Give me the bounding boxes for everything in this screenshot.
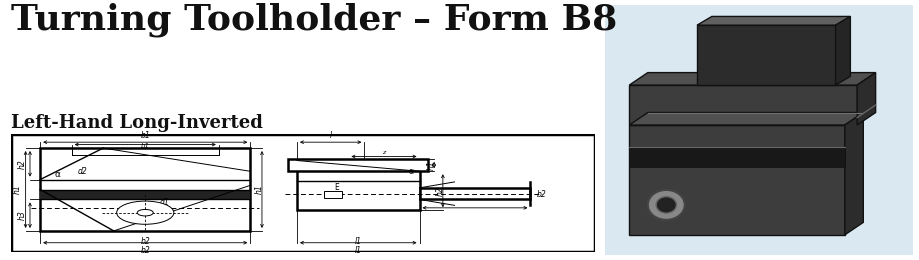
Polygon shape	[630, 73, 876, 85]
Polygon shape	[698, 25, 835, 85]
Bar	[40, 190, 250, 199]
Text: d2: d2	[77, 167, 87, 176]
Text: b2: b2	[141, 246, 150, 255]
Polygon shape	[835, 16, 850, 85]
Bar	[297, 160, 419, 210]
Text: l1: l1	[355, 246, 362, 255]
Text: b1: b1	[141, 131, 150, 140]
Text: h1: h1	[12, 185, 21, 194]
Text: h2: h2	[436, 186, 444, 196]
Bar	[289, 159, 428, 171]
Polygon shape	[630, 85, 857, 125]
Text: E: E	[334, 183, 338, 192]
Circle shape	[656, 197, 676, 213]
Text: h2: h2	[18, 159, 27, 169]
Text: h3: h3	[18, 210, 27, 220]
Text: α: α	[408, 167, 414, 176]
Bar	[419, 188, 530, 199]
Text: α: α	[54, 170, 60, 179]
Text: z: z	[382, 150, 386, 155]
Text: l: l	[330, 131, 332, 140]
Polygon shape	[845, 113, 863, 235]
Bar	[323, 191, 342, 198]
Bar	[40, 148, 250, 231]
Text: b1: b1	[141, 143, 150, 149]
Text: h1: h1	[255, 185, 264, 194]
Bar	[630, 147, 845, 167]
Circle shape	[137, 210, 153, 216]
Text: l1: l1	[355, 237, 362, 246]
Text: d1: d1	[160, 198, 169, 207]
Circle shape	[648, 190, 685, 220]
Polygon shape	[857, 73, 876, 125]
Text: b2: b2	[141, 237, 150, 246]
Circle shape	[117, 201, 174, 224]
Polygon shape	[630, 125, 845, 235]
Polygon shape	[698, 16, 850, 25]
Text: b2: b2	[537, 190, 546, 199]
Text: Left-Hand Long-Inverted: Left-Hand Long-Inverted	[11, 114, 263, 132]
Polygon shape	[630, 113, 863, 125]
Text: h1: h1	[426, 160, 436, 170]
Text: Turning Toolholder – Form B8: Turning Toolholder – Form B8	[11, 3, 618, 37]
